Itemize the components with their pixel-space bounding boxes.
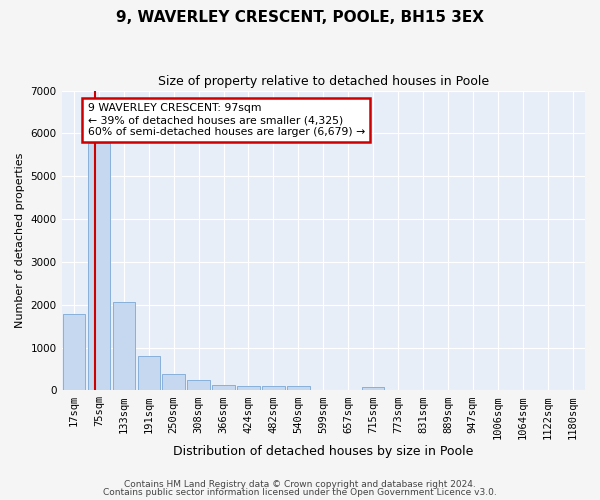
Bar [237,386,260,390]
Bar [88,143,110,390]
X-axis label: Distribution of detached houses by size in Poole: Distribution of detached houses by size … [173,444,473,458]
Bar [163,374,185,390]
Bar [262,386,284,390]
Bar [187,380,210,390]
Bar [362,388,385,390]
Text: 9, WAVERLEY CRESCENT, POOLE, BH15 3EX: 9, WAVERLEY CRESCENT, POOLE, BH15 3EX [116,10,484,25]
Bar [113,302,135,390]
Bar [212,385,235,390]
Title: Size of property relative to detached houses in Poole: Size of property relative to detached ho… [158,75,489,88]
Text: Contains HM Land Registry data © Crown copyright and database right 2024.: Contains HM Land Registry data © Crown c… [124,480,476,489]
Text: Contains public sector information licensed under the Open Government Licence v3: Contains public sector information licen… [103,488,497,497]
Bar [287,386,310,390]
Text: 9 WAVERLEY CRESCENT: 97sqm
← 39% of detached houses are smaller (4,325)
60% of s: 9 WAVERLEY CRESCENT: 97sqm ← 39% of deta… [88,104,365,136]
Bar [137,356,160,390]
Bar [63,314,85,390]
Y-axis label: Number of detached properties: Number of detached properties [15,153,25,328]
